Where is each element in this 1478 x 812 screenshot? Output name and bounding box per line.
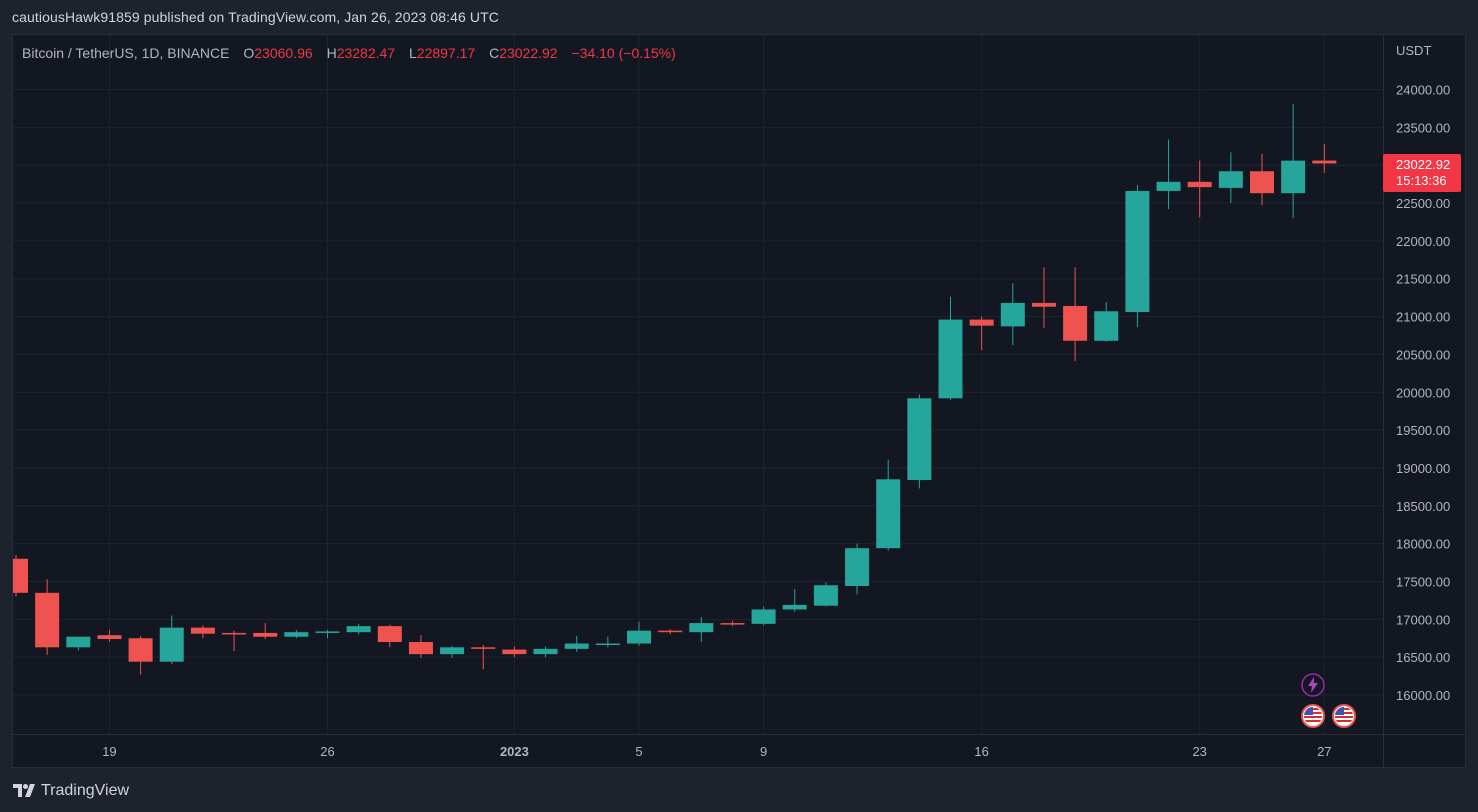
x-tick-label: 19 xyxy=(102,744,116,759)
candles-group xyxy=(4,103,1337,675)
lightning-icon[interactable] xyxy=(1301,673,1325,697)
candle-body-up[interactable] xyxy=(845,548,870,587)
candle-body-up[interactable] xyxy=(1281,160,1306,194)
open-value: 23060.96 xyxy=(254,45,313,61)
y-tick-label: 24000.00 xyxy=(1396,83,1450,98)
candle-body-up[interactable] xyxy=(751,609,776,624)
candle-body-down[interactable] xyxy=(97,635,122,639)
candle-body-down[interactable] xyxy=(502,649,527,655)
candle-body-down[interactable] xyxy=(969,319,994,326)
y-tick-label: 21000.00 xyxy=(1396,310,1450,325)
candle-body-down[interactable] xyxy=(128,638,153,662)
tradingview-logo[interactable]: TradingView xyxy=(13,781,129,801)
candle-body-down[interactable] xyxy=(408,642,433,655)
y-tick-label: 18000.00 xyxy=(1396,537,1450,552)
candle-body-up[interactable] xyxy=(627,630,651,644)
candle-body-down[interactable] xyxy=(1250,171,1274,194)
last-price-badge: 23022.92 15:13:36 xyxy=(1383,154,1461,192)
candle-body-up[interactable] xyxy=(938,319,963,399)
x-tick-label: 2023 xyxy=(500,744,529,759)
change-value: −34.10 (−0.15%) xyxy=(571,45,676,61)
candle-body-up[interactable] xyxy=(876,479,901,549)
y-tick-label: 19000.00 xyxy=(1396,461,1450,476)
y-tick-label: 20500.00 xyxy=(1396,347,1450,362)
x-tick-label: 23 xyxy=(1192,744,1206,759)
close-label: C xyxy=(489,45,500,61)
candle-body-down[interactable] xyxy=(4,558,28,593)
candle-body-up[interactable] xyxy=(1000,302,1025,327)
candle-body-up[interactable] xyxy=(315,631,340,633)
candle-body-up[interactable] xyxy=(782,604,807,610)
close-value: 23022.92 xyxy=(499,45,558,61)
low-value: 22897.17 xyxy=(416,45,476,61)
tradingview-mark-icon xyxy=(13,784,35,797)
y-tick-label: 21500.00 xyxy=(1396,272,1450,287)
candle-body-up[interactable] xyxy=(533,648,558,655)
x-tick-label: 26 xyxy=(320,744,334,759)
low-label: L xyxy=(408,45,417,61)
x-tick-label: 9 xyxy=(760,744,767,759)
us-flag-icon[interactable] xyxy=(1332,704,1356,728)
y-tick-label: 17000.00 xyxy=(1396,612,1450,627)
candle-body-up[interactable] xyxy=(440,647,465,655)
candle-body-down[interactable] xyxy=(471,647,496,649)
time-axis-divider xyxy=(12,734,1466,735)
bar-countdown: 15:13:36 xyxy=(1396,173,1447,188)
candle-body-up[interactable] xyxy=(1156,181,1181,191)
candle-body-up[interactable] xyxy=(595,643,620,646)
chart-panel[interactable] xyxy=(12,34,1466,768)
candle-body-down[interactable] xyxy=(720,623,745,625)
open-label: O xyxy=(243,45,255,61)
candle-body-up[interactable] xyxy=(346,626,371,633)
candle-body-up[interactable] xyxy=(813,585,838,606)
x-tick-label: 16 xyxy=(974,744,988,759)
symbol-label[interactable]: Bitcoin / TetherUS, 1D, BINANCE xyxy=(22,45,230,61)
candle-body-down[interactable] xyxy=(377,626,402,643)
y-tick-label: 16000.00 xyxy=(1396,688,1450,703)
y-tick-label: 19500.00 xyxy=(1396,423,1450,438)
ohlc-legend: Bitcoin / TetherUS, 1D, BINANCE O23060.9… xyxy=(22,45,676,61)
candle-body-up[interactable] xyxy=(1125,190,1150,313)
candle-body-down[interactable] xyxy=(1063,305,1088,341)
y-tick-label: 16500.00 xyxy=(1396,650,1450,665)
candle-body-down[interactable] xyxy=(190,627,215,634)
candle-body-up[interactable] xyxy=(1094,311,1119,341)
candle-body-down[interactable] xyxy=(35,592,60,648)
brand-name: TradingView xyxy=(41,782,130,799)
candle-body-up[interactable] xyxy=(907,398,932,481)
publish-info: cautiousHawk91859 published on TradingVi… xyxy=(12,9,499,25)
high-label: H xyxy=(326,45,337,61)
y-tick-label: 23500.00 xyxy=(1396,120,1450,135)
y-tick-label: 22000.00 xyxy=(1396,234,1450,249)
currency-label: USDT xyxy=(1396,43,1431,58)
y-tick-label: 17500.00 xyxy=(1396,574,1450,589)
y-tick-label: 20000.00 xyxy=(1396,385,1450,400)
candle-body-up[interactable] xyxy=(284,632,309,637)
candle-body-down[interactable] xyxy=(658,630,683,633)
candle-body-up[interactable] xyxy=(66,636,91,648)
candle-body-down[interactable] xyxy=(1312,160,1337,164)
candle-body-down[interactable] xyxy=(1031,302,1056,307)
y-tick-label: 18500.00 xyxy=(1396,499,1450,514)
us-flag-icon[interactable] xyxy=(1301,704,1325,728)
candle-body-up[interactable] xyxy=(1218,171,1243,188)
y-tick-label: 22500.00 xyxy=(1396,196,1450,211)
last-price-value: 23022.92 xyxy=(1396,157,1451,172)
high-value: 23282.47 xyxy=(336,45,396,61)
x-tick-label: 5 xyxy=(635,744,642,759)
candle-body-down[interactable] xyxy=(253,632,278,637)
price-axis-divider xyxy=(1383,34,1384,768)
x-tick-label: 27 xyxy=(1317,744,1331,759)
candle-body-down[interactable] xyxy=(222,632,247,635)
candle-body-down[interactable] xyxy=(1187,181,1212,188)
candle-body-up[interactable] xyxy=(159,627,184,662)
candle-body-up[interactable] xyxy=(689,623,714,633)
candle-body-up[interactable] xyxy=(564,643,589,649)
